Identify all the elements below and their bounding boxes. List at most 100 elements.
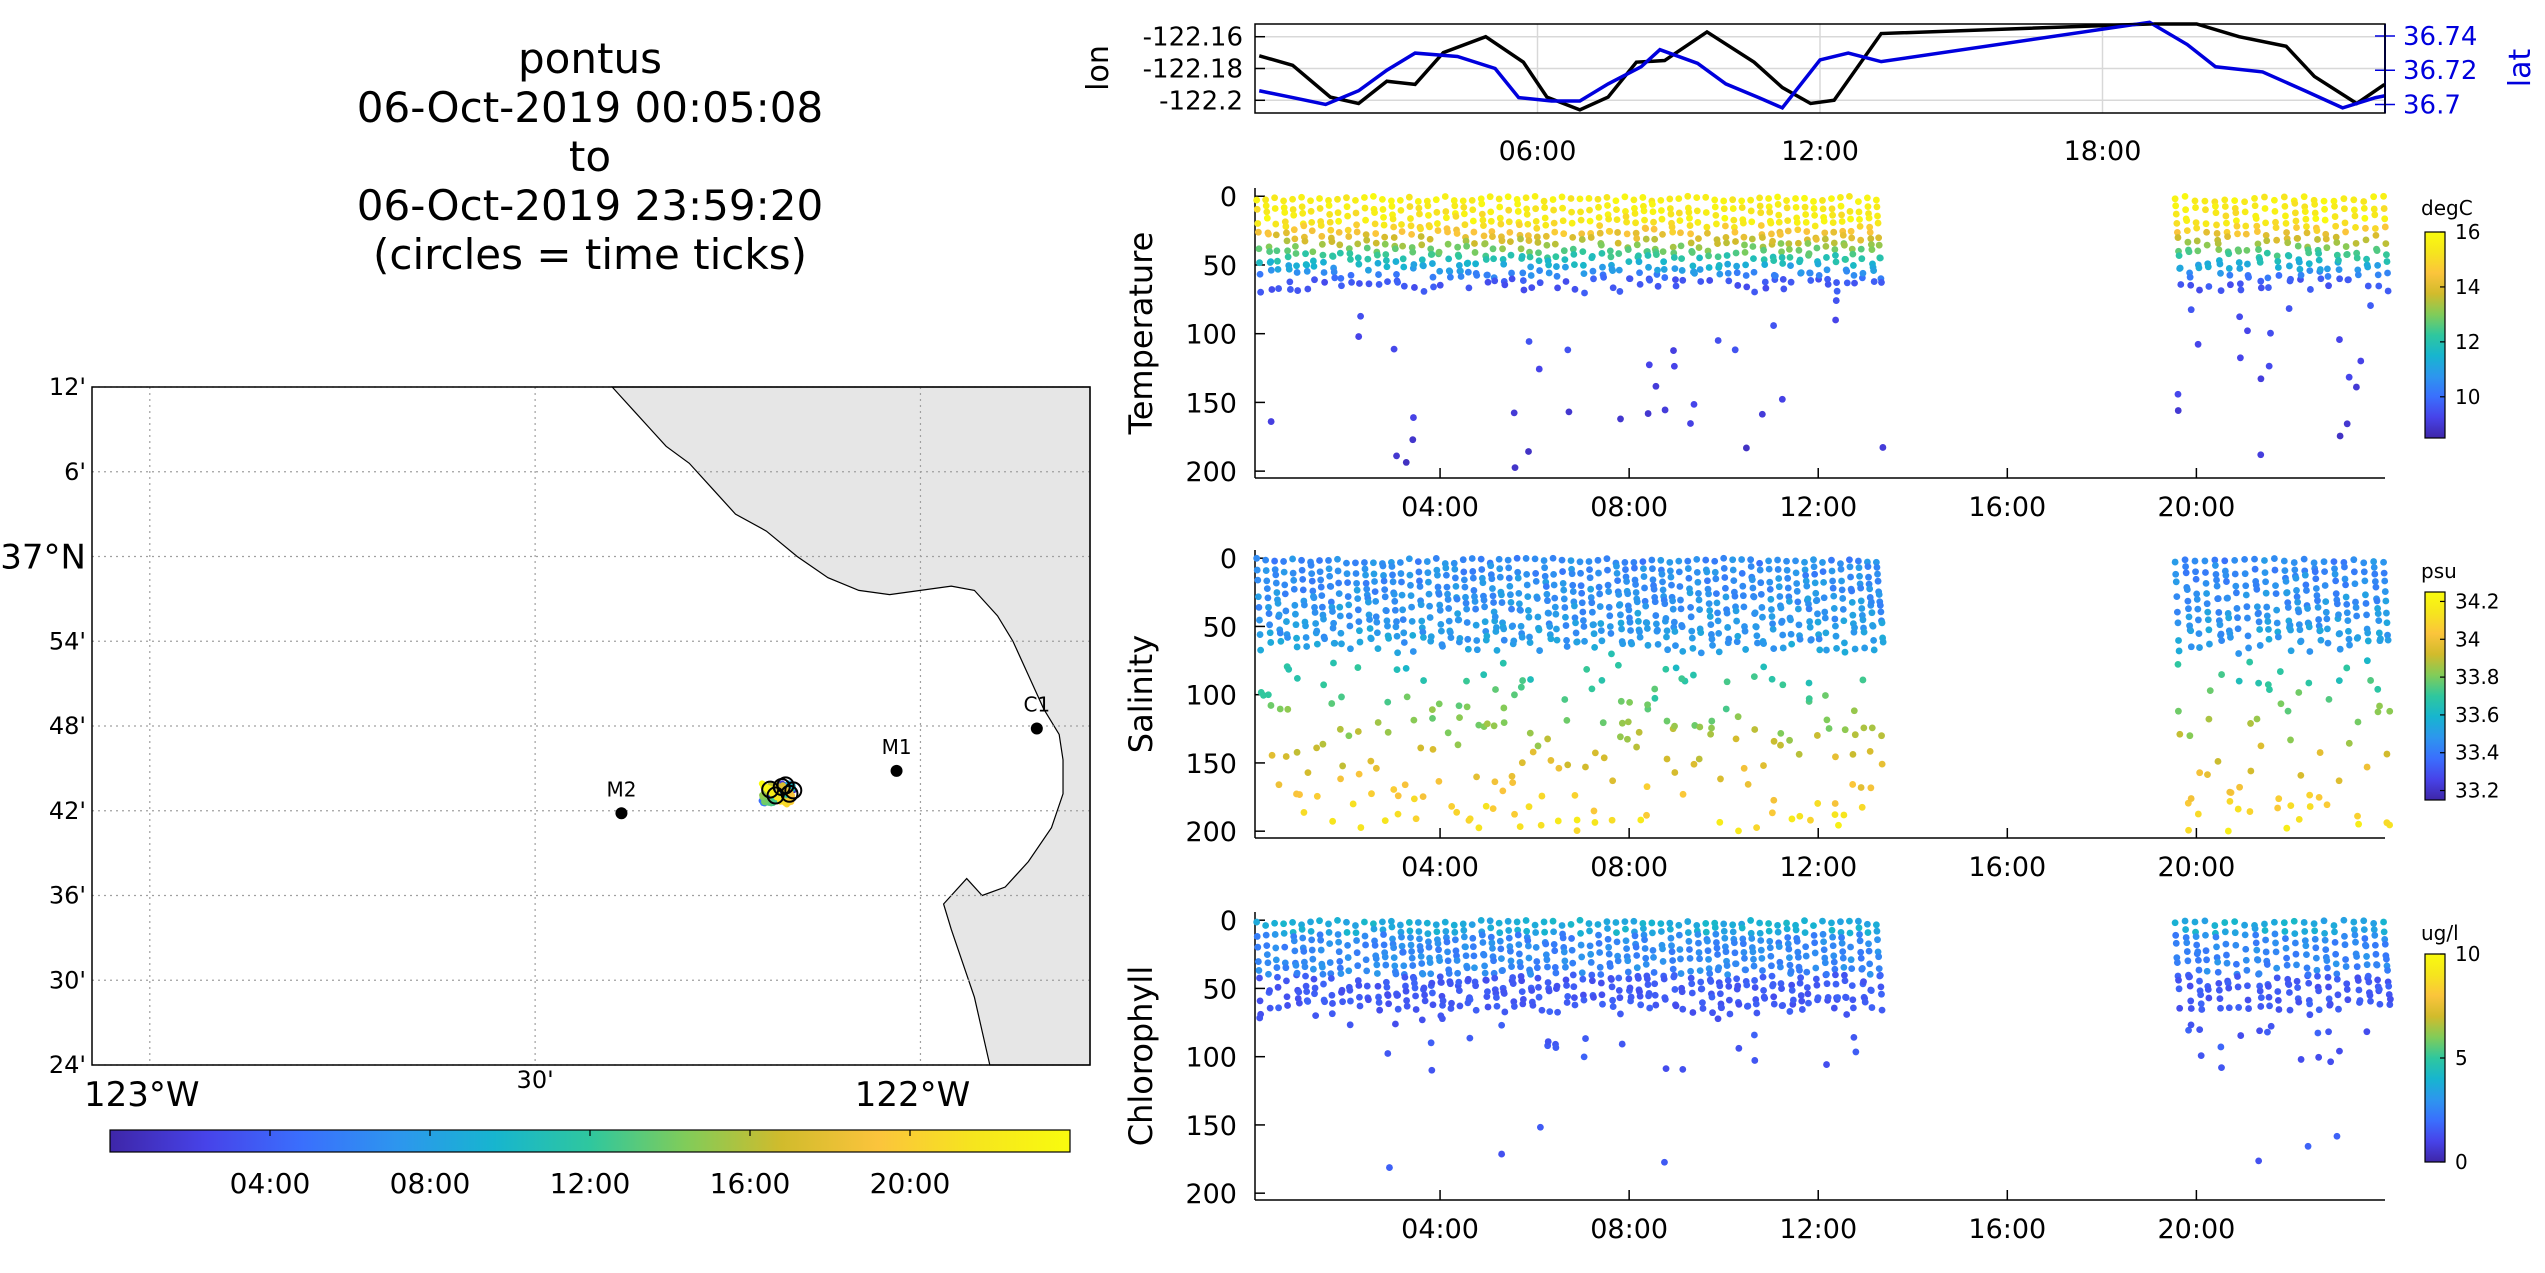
scatter-point (1482, 802, 1490, 810)
scatter-point (1331, 639, 1339, 647)
scatter-point (1748, 235, 1756, 243)
scatter-point (2287, 647, 2295, 655)
scatter-point (2255, 679, 2263, 687)
scatter-point (1874, 577, 1882, 585)
scatter-point (2214, 968, 2222, 976)
scatter-point (1874, 570, 1881, 578)
scatter-point (1720, 927, 1728, 935)
scatter-point (1784, 584, 1792, 592)
scatter-point (1505, 218, 1513, 226)
scatter-point (1509, 779, 1517, 787)
scatter-point (1675, 557, 1683, 565)
scatter-point (2314, 597, 2321, 605)
scatter-point (1317, 222, 1325, 229)
scatter-point (1262, 567, 1270, 574)
scatter-point (2222, 212, 2230, 220)
scatter-point (2217, 1004, 2224, 1012)
scatter-point (1783, 566, 1791, 574)
scatter-point (2333, 975, 2341, 983)
scatter-point (1392, 1020, 1399, 1028)
scatter-point (1308, 946, 1316, 954)
scatter-point (1849, 262, 1857, 269)
scatter-point (2296, 265, 2304, 273)
scatter-point (1463, 242, 1471, 250)
scatter-point (1798, 997, 1806, 1005)
scatter-point (2315, 1053, 2323, 1061)
scatter-point (1327, 975, 1335, 982)
scatter-point (2213, 576, 2220, 584)
scatter-point (2380, 569, 2388, 577)
scatter-point (1263, 585, 1271, 593)
scatter-point (2263, 603, 2271, 611)
scatter-point (1262, 556, 1270, 564)
scatter-point (2335, 266, 2343, 274)
scatter-point (1863, 920, 1871, 928)
scatter-point (1684, 565, 1692, 572)
scatter-point (1452, 582, 1460, 590)
map-colorbar-tick-label: 04:00 (230, 1167, 311, 1200)
scatter-point (2311, 200, 2319, 208)
scatter-point (1444, 596, 1452, 603)
scatter-point (1589, 267, 1597, 275)
scatter-point (1498, 1150, 1506, 1158)
scatter-point (1725, 983, 1733, 990)
scatter-point (2234, 973, 2241, 980)
scatter-point (1300, 947, 1308, 955)
scatter-point (1750, 268, 1758, 276)
scatter-point (2174, 390, 2182, 398)
scatter-point (1829, 584, 1837, 592)
scatter-point (1396, 559, 1404, 566)
scatter-point (1253, 196, 1261, 204)
scatter-point (1669, 243, 1677, 251)
scatter-point (1541, 572, 1549, 580)
scatter-point (2292, 950, 2300, 958)
scatter-point (1309, 955, 1317, 963)
scatter-point (2235, 1004, 2243, 1011)
scatter-point (2175, 647, 2183, 655)
scatter-point (2215, 246, 2223, 254)
scatter-point (2335, 256, 2342, 264)
scatter-point (1493, 1002, 1501, 1010)
scatter-point (1271, 194, 1279, 202)
scatter-point (1757, 579, 1765, 587)
scatter-point (1460, 576, 1468, 584)
scatter-point (1267, 639, 1275, 646)
scatter-point (1318, 603, 1326, 611)
scatter-point (2225, 984, 2233, 992)
scatter-point (1731, 949, 1739, 957)
scatter-point (2342, 963, 2350, 970)
scatter-point (2360, 926, 2368, 934)
scatter-point (2183, 217, 2191, 224)
scatter-point (1356, 638, 1364, 646)
scatter-point (1624, 718, 1632, 726)
scatter-point (2342, 593, 2350, 601)
scatter-point (1515, 950, 1523, 958)
scatter-point (2373, 247, 2381, 255)
scatter-point (1366, 616, 1373, 623)
scatter-point (1590, 993, 1597, 1001)
scatter-point (1649, 946, 1657, 954)
lonlat-right-tick-label: 36.7 (2403, 90, 2461, 120)
scatter-point (1498, 591, 1505, 599)
scatter-point (1873, 927, 1881, 935)
lonlat-y-label-right: lat (2503, 49, 2538, 88)
scatter-point (1390, 786, 1398, 793)
scatter-point (2357, 357, 2365, 365)
scatter-point (1286, 278, 1294, 286)
scatter-point (2362, 591, 2369, 599)
scatter-point (1498, 599, 1506, 606)
scatter-point (1253, 554, 1261, 562)
scatter-point (1779, 260, 1787, 267)
scatter-point (2284, 604, 2292, 611)
scatter-point (1649, 200, 1656, 208)
scatter-point (1390, 223, 1398, 231)
scatter-point (2205, 283, 2213, 290)
scatter-point (1679, 1005, 1687, 1013)
scatter-point (1786, 736, 1793, 744)
scatter-point (1400, 629, 1408, 637)
scatter-point (2283, 589, 2291, 596)
profile-x-tick-label: 04:00 (1401, 852, 1479, 883)
scatter-point (1706, 613, 1714, 620)
scatter-point (2202, 579, 2210, 587)
scatter-point (1735, 1044, 1743, 1052)
